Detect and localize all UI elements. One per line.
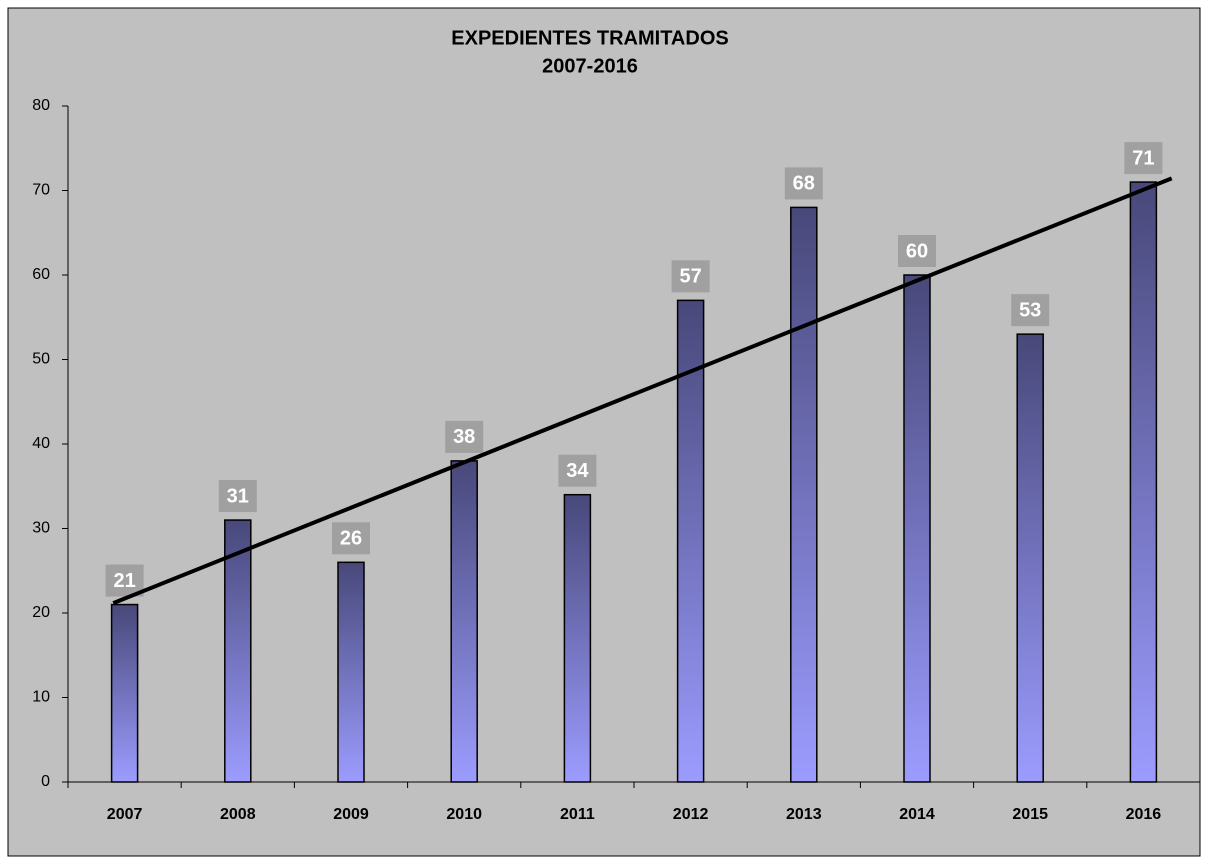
data-label: 68 <box>793 173 815 195</box>
data-label-box <box>784 167 823 200</box>
data-label-box <box>105 564 144 597</box>
data-label: 34 <box>566 460 589 482</box>
data-label: 38 <box>453 426 475 448</box>
bar <box>1016 333 1044 783</box>
data-label-box <box>1124 142 1163 175</box>
y-tick-label: 10 <box>32 689 50 706</box>
data-label: 31 <box>227 485 249 507</box>
x-tick-label: 2015 <box>1012 806 1048 823</box>
data-label: 71 <box>1132 147 1154 169</box>
y-tick-label: 20 <box>32 604 50 621</box>
data-label-box <box>671 260 710 293</box>
bar <box>903 274 931 783</box>
data-label-box <box>218 480 257 513</box>
trend-line <box>112 176 1173 605</box>
y-tick-label: 70 <box>32 182 50 199</box>
data-label: 57 <box>679 266 701 288</box>
x-tick-label: 2008 <box>220 806 256 823</box>
bar <box>676 299 705 783</box>
x-tick-label: 2012 <box>673 806 709 823</box>
x-tick-label: 2009 <box>333 806 369 823</box>
chart-subtitle: 2007-2016 <box>542 55 638 77</box>
y-tick-label: 0 <box>41 773 50 790</box>
bar <box>110 603 139 783</box>
data-label-box <box>332 522 370 555</box>
x-tick-label: 2014 <box>899 806 935 823</box>
data-label: 26 <box>340 528 362 550</box>
data-label-box <box>558 454 597 487</box>
y-tick-label: 50 <box>32 351 50 368</box>
bar <box>790 206 818 783</box>
x-tick-label: 2010 <box>446 806 482 823</box>
data-label-box <box>1011 294 1050 327</box>
chart-title: EXPEDIENTES TRAMITADOS <box>451 27 728 49</box>
x-tick-label: 2007 <box>107 806 143 823</box>
x-tick-label: 2013 <box>786 806 822 823</box>
bar <box>450 460 478 783</box>
y-tick-label: 40 <box>32 435 50 452</box>
x-tick-label: 2011 <box>560 806 595 823</box>
data-label: 53 <box>1019 299 1041 321</box>
data-label-box <box>898 235 936 267</box>
bar <box>337 561 365 783</box>
y-tick-label: 60 <box>32 266 50 283</box>
y-tick-label: 30 <box>32 520 50 537</box>
bar <box>1129 181 1158 783</box>
data-label: 21 <box>113 570 135 592</box>
x-tick-label: 2016 <box>1126 806 1162 823</box>
y-tick-label: 80 <box>32 97 50 114</box>
bar <box>224 519 252 783</box>
data-label: 60 <box>906 240 928 262</box>
chart-background <box>7 7 1201 857</box>
data-label-box <box>445 420 484 453</box>
bar <box>563 493 592 783</box>
